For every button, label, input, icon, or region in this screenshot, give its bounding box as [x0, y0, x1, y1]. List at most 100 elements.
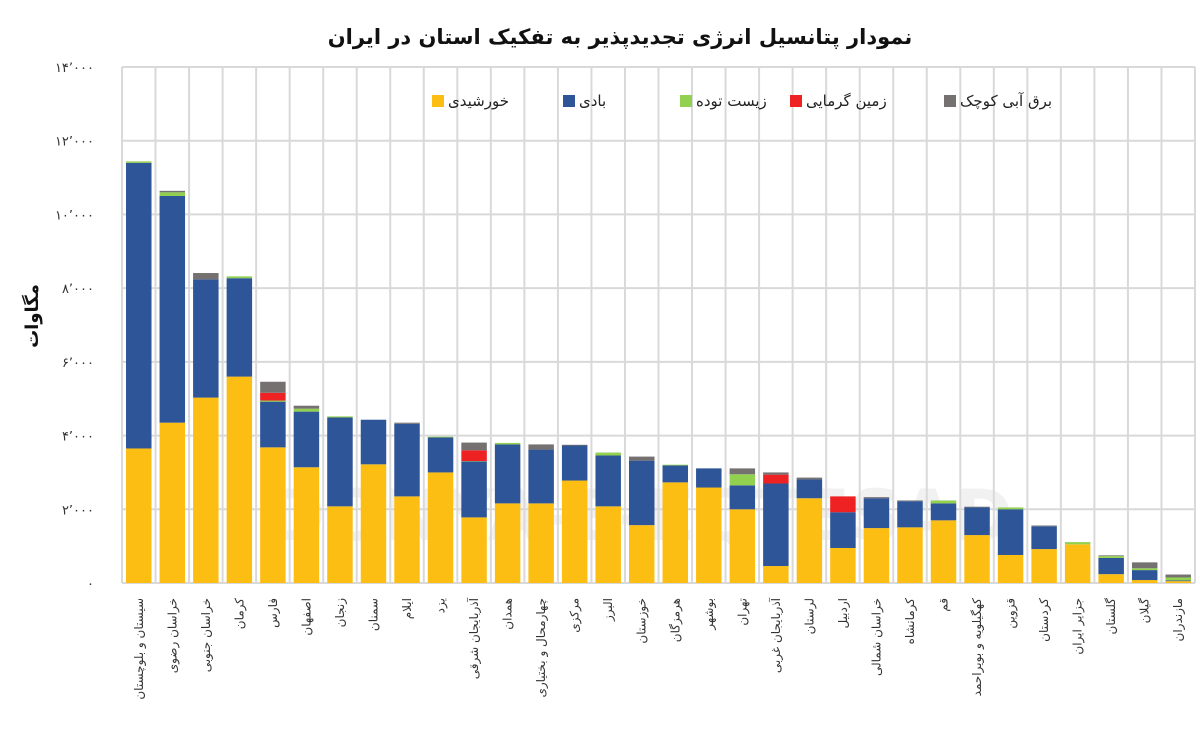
- x-tick-label: مرکزی: [568, 598, 583, 633]
- x-tick-label: مازندران: [1171, 598, 1186, 641]
- legend: خورشیدی بادی زیست توده زمین گرمایی برق آبی ک…: [432, 92, 1052, 110]
- bar-segment: [595, 455, 621, 507]
- legend-label: بادی: [579, 92, 606, 110]
- bar-segment: [126, 161, 152, 163]
- bar-segment: [260, 401, 286, 448]
- y-axis-label: مگاوات: [21, 284, 43, 348]
- bar-segment: [763, 483, 789, 567]
- bar-segment: [327, 416, 353, 418]
- bar-segment: [226, 276, 253, 279]
- x-tick-label: هرمزگان: [668, 598, 683, 642]
- legend-swatch: [944, 95, 956, 107]
- x-tick-label: کردستان: [1037, 598, 1052, 642]
- bar-segment: [729, 474, 756, 486]
- bar-segment: [628, 456, 655, 461]
- bar-segment: [260, 392, 286, 401]
- bar-segment: [561, 445, 588, 481]
- bar-segment: [159, 192, 186, 196]
- bar-segment: [696, 468, 722, 488]
- x-tick-label: بوشهر: [702, 598, 717, 631]
- y-tick-label: ۰: [87, 577, 94, 592]
- bar-segment: [260, 447, 286, 583]
- bar-segment: [595, 452, 621, 456]
- bar-segment: [327, 417, 353, 507]
- bar-segment: [561, 444, 588, 446]
- bar-segment: [494, 442, 521, 445]
- bar-segment: [193, 279, 219, 398]
- x-tick-label: سمنان: [366, 598, 380, 631]
- x-tick-label: گلستان: [1104, 598, 1118, 635]
- x-tick-label: گیلان: [1138, 598, 1152, 624]
- x-tick-label: زنجان: [333, 598, 348, 628]
- bar-segment: [763, 472, 789, 475]
- bar-segment: [159, 190, 186, 193]
- bars: [126, 161, 1191, 583]
- x-tick-label: چهارمحال و بختیاری: [534, 598, 549, 698]
- bar-segment: [494, 503, 521, 583]
- bar-segment: [1098, 557, 1124, 575]
- x-tick-label: ایلام: [400, 598, 414, 619]
- bar-segment: [1131, 570, 1158, 581]
- bar-segment: [528, 503, 554, 583]
- x-tick-label: خوزستان: [635, 598, 650, 644]
- bar-segment: [930, 500, 957, 504]
- bar-segment: [394, 423, 420, 497]
- bar-segment: [461, 442, 487, 451]
- bar-segment: [997, 554, 1024, 583]
- bar-segment: [1131, 580, 1158, 583]
- x-axis-labels: سیستان و بلوچستان خراسان رضوی خراسان جنوبی…: [132, 597, 1186, 699]
- bar-segment: [528, 449, 554, 504]
- x-tick-label: یزد: [434, 598, 449, 613]
- bar-segment: [293, 411, 320, 468]
- x-tick-label: سیستان و بلوچستان: [132, 598, 147, 700]
- bar-segment: [628, 525, 655, 583]
- bar-segment: [863, 528, 890, 583]
- bar-segment: [226, 278, 253, 377]
- legend-label: زمین گرمایی: [806, 92, 887, 110]
- bar-segment: [964, 535, 990, 583]
- legend-swatch: [563, 95, 575, 107]
- bar-segment: [729, 509, 756, 583]
- bar-segment: [595, 506, 621, 583]
- x-tick-label: فارس: [266, 598, 281, 628]
- x-tick-label: همدان: [501, 598, 515, 630]
- bar-segment: [1064, 542, 1091, 545]
- bar-segment: [461, 517, 487, 583]
- y-tick-label: ۲٬۰۰۰: [62, 503, 94, 518]
- bar-segment: [796, 479, 823, 499]
- bar-segment: [427, 436, 454, 438]
- bar-segment: [461, 461, 487, 518]
- bar-segment: [193, 273, 219, 280]
- bar-segment: [997, 507, 1024, 510]
- bar-segment: [1031, 525, 1057, 527]
- legend-swatch: [432, 95, 444, 107]
- bar-segment: [260, 400, 286, 402]
- bar-segment: [1098, 555, 1124, 557]
- bar-segment: [293, 408, 320, 412]
- x-tick-label: کرمان: [232, 598, 247, 630]
- bar-segment: [394, 422, 420, 424]
- bar-segment: [964, 506, 990, 508]
- bar-segment: [763, 474, 789, 484]
- bar-segment: [662, 465, 689, 483]
- bar-segment: [126, 448, 152, 583]
- bar-segment: [528, 444, 554, 450]
- x-tick-label: تهران: [735, 598, 750, 626]
- bar-segment: [930, 503, 957, 521]
- x-tick-label: خراسان رضوی: [165, 598, 180, 673]
- bar-segment: [696, 487, 722, 583]
- bar-segment: [1098, 556, 1124, 558]
- bar-segment: [461, 450, 487, 462]
- bar-segment: [830, 512, 856, 548]
- y-tick-label: ۶٬۰۰۰: [62, 356, 94, 371]
- bar-segment: [897, 500, 923, 502]
- legend-label: زیست توده: [696, 92, 767, 110]
- x-tick-label: کهگیلویه و بویراحمد: [970, 598, 985, 697]
- x-tick-label: جزایر ایران: [1071, 598, 1086, 655]
- bar-segment: [830, 496, 856, 513]
- chart-title: نمودار پتانسیل انرژی تجدیدپذیر به تفکیک …: [328, 25, 912, 49]
- legend-label: خورشیدی: [448, 92, 509, 110]
- x-tick-label: آذربایجان شرقی: [466, 597, 482, 679]
